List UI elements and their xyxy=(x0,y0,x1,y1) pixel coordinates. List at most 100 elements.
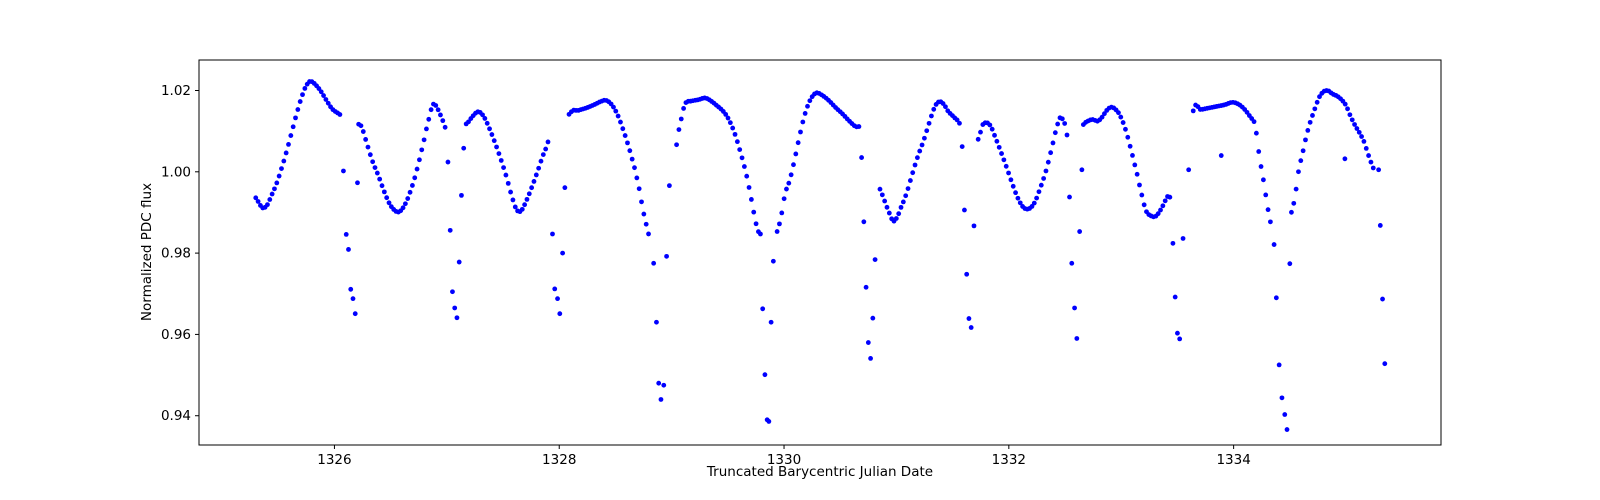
data-point xyxy=(1167,194,1173,200)
data-point xyxy=(350,296,356,302)
data-point xyxy=(798,129,803,135)
data-point xyxy=(1099,114,1105,120)
data-point xyxy=(1342,101,1348,107)
data-point xyxy=(295,107,301,112)
data-point xyxy=(1034,195,1040,201)
data-point xyxy=(343,232,349,237)
data-point xyxy=(971,223,977,229)
data-point xyxy=(968,325,974,330)
data-point xyxy=(929,113,934,119)
data-point xyxy=(1376,167,1382,173)
data-point xyxy=(435,107,441,113)
data-point xyxy=(1139,192,1145,198)
data-point xyxy=(863,284,869,290)
data-point xyxy=(1251,119,1257,125)
data-point xyxy=(1155,211,1161,217)
data-point xyxy=(498,158,504,163)
data-point xyxy=(360,129,366,134)
data-point xyxy=(629,156,635,162)
data-point xyxy=(656,380,662,386)
data-point xyxy=(1298,158,1304,164)
data-point xyxy=(975,136,981,142)
data-point xyxy=(459,192,464,198)
data-point xyxy=(461,145,467,151)
data-point xyxy=(410,183,415,188)
data-point xyxy=(768,319,774,325)
data-point xyxy=(370,159,376,165)
data-point xyxy=(1127,143,1133,149)
data-point xyxy=(1345,106,1350,112)
data-point xyxy=(636,186,642,192)
data-point xyxy=(793,151,799,157)
data-point xyxy=(641,211,647,217)
data-point xyxy=(1001,157,1007,163)
data-point xyxy=(1361,138,1367,144)
data-point xyxy=(562,185,568,191)
data-point xyxy=(552,286,558,292)
data-point xyxy=(440,118,446,124)
data-point xyxy=(753,221,759,227)
data-point xyxy=(882,198,888,204)
data-point xyxy=(861,219,867,225)
data-point xyxy=(978,129,983,135)
data-point xyxy=(859,155,864,160)
data-point xyxy=(1029,204,1035,209)
data-point xyxy=(762,372,768,378)
data-point xyxy=(1064,132,1070,138)
data-point xyxy=(664,253,669,259)
data-point xyxy=(1175,330,1180,336)
data-point xyxy=(1118,114,1124,120)
data-point xyxy=(276,173,282,179)
data-point xyxy=(1069,260,1075,266)
data-point xyxy=(412,175,418,181)
data-point xyxy=(405,196,411,201)
data-point xyxy=(872,257,878,263)
data-point xyxy=(795,140,801,146)
data-point xyxy=(545,139,551,145)
data-point xyxy=(914,155,920,161)
data-point xyxy=(760,306,766,312)
data-point xyxy=(893,216,899,221)
data-point xyxy=(639,199,644,205)
data-point xyxy=(926,120,932,126)
x-tick-label: 1328 xyxy=(542,452,576,468)
data-point xyxy=(496,151,502,157)
data-point xyxy=(896,211,902,217)
data-point xyxy=(447,227,453,233)
data-point xyxy=(774,229,780,234)
data-point xyxy=(779,210,785,216)
data-point xyxy=(966,316,972,321)
y-tick-label: 1.00 xyxy=(161,164,191,180)
data-point xyxy=(1352,122,1357,127)
data-point xyxy=(489,132,495,137)
data-point xyxy=(748,197,754,202)
data-point xyxy=(487,126,492,132)
data-point xyxy=(1041,176,1047,181)
data-point xyxy=(1120,120,1126,125)
data-point xyxy=(807,98,813,104)
data-point xyxy=(300,92,305,98)
data-point xyxy=(1055,121,1061,127)
data-point xyxy=(1158,207,1163,213)
data-point xyxy=(1312,106,1318,112)
data-point xyxy=(505,180,511,186)
data-point xyxy=(805,103,810,109)
data-point xyxy=(433,103,439,108)
data-point xyxy=(788,172,794,178)
data-point xyxy=(1253,130,1259,136)
data-point xyxy=(727,120,733,126)
data-point xyxy=(557,311,563,317)
data-point xyxy=(615,113,621,119)
data-point xyxy=(1177,336,1183,342)
data-point xyxy=(907,178,913,183)
data-point xyxy=(381,189,387,195)
data-point xyxy=(758,231,763,237)
data-point xyxy=(508,189,513,195)
data-point xyxy=(744,173,750,179)
data-point xyxy=(1079,167,1085,173)
data-point xyxy=(1342,156,1348,162)
data-point xyxy=(519,206,525,212)
data-point xyxy=(522,202,528,208)
data-point xyxy=(1287,261,1293,267)
